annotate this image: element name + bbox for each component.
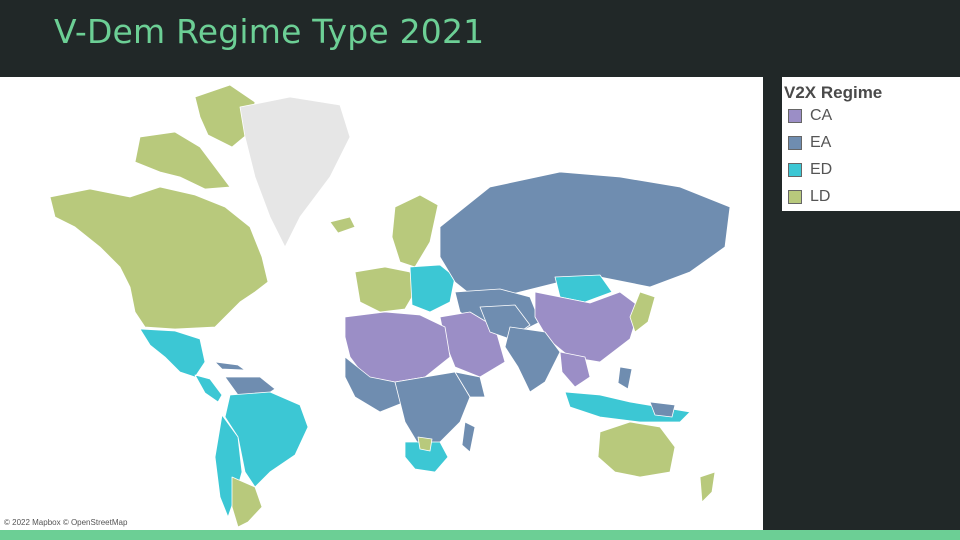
region-australia bbox=[597, 421, 676, 478]
map-attribution[interactable]: © 2022 Mapbox © OpenStreetMap bbox=[4, 518, 128, 527]
map-legend: V2X Regime CA EA ED LD bbox=[782, 77, 960, 211]
legend-item-ld[interactable]: LD bbox=[788, 188, 948, 208]
region-west-africa bbox=[344, 356, 406, 413]
region-india bbox=[504, 326, 561, 393]
region-new-zealand bbox=[699, 471, 716, 503]
legend-label-ed: ED bbox=[810, 161, 833, 178]
legend-item-ea[interactable]: EA bbox=[788, 134, 948, 154]
region-madagascar bbox=[461, 421, 476, 453]
region-japan bbox=[629, 291, 656, 333]
legend-label-ea: EA bbox=[810, 134, 832, 151]
legend-swatch-ea bbox=[788, 136, 802, 150]
region-baffin bbox=[194, 84, 256, 148]
legend-title: V2X Regime bbox=[784, 83, 883, 102]
region-mainland-sea bbox=[559, 351, 591, 388]
region-canada-usa bbox=[49, 186, 269, 330]
region-central-america bbox=[194, 374, 223, 403]
region-southern-africa bbox=[404, 441, 449, 473]
region-eastern-europe bbox=[409, 264, 456, 313]
legend-label-ld: LD bbox=[810, 188, 831, 205]
world-map-svg bbox=[0, 77, 763, 530]
region-png bbox=[649, 401, 676, 418]
region-botswana bbox=[417, 436, 433, 452]
legend-item-ed[interactable]: ED bbox=[788, 161, 948, 181]
legend-swatch-ed bbox=[788, 163, 802, 177]
region-mexico bbox=[139, 328, 206, 378]
region-iceland bbox=[329, 216, 356, 234]
region-mongolia bbox=[554, 274, 613, 303]
slide-title: V-Dem Regime Type 2021 bbox=[54, 12, 485, 51]
region-philippines bbox=[617, 366, 633, 390]
accent-bar bbox=[0, 530, 960, 540]
region-central-africa bbox=[394, 371, 471, 448]
region-cuba bbox=[214, 361, 246, 371]
region-chile-argentina bbox=[231, 476, 263, 528]
legend-swatch-ld bbox=[788, 190, 802, 204]
region-brazil bbox=[224, 391, 309, 488]
world-map[interactable]: © 2022 Mapbox © OpenStreetMap bbox=[0, 77, 763, 530]
legend-item-ca[interactable]: CA bbox=[788, 107, 948, 127]
region-arctic-islands bbox=[134, 131, 231, 190]
region-horn-africa bbox=[454, 371, 486, 398]
region-greenland bbox=[239, 96, 351, 248]
legend-label-ca: CA bbox=[810, 107, 833, 124]
region-western-europe bbox=[354, 266, 416, 313]
legend-swatch-ca bbox=[788, 109, 802, 123]
region-scandinavia bbox=[391, 194, 439, 268]
